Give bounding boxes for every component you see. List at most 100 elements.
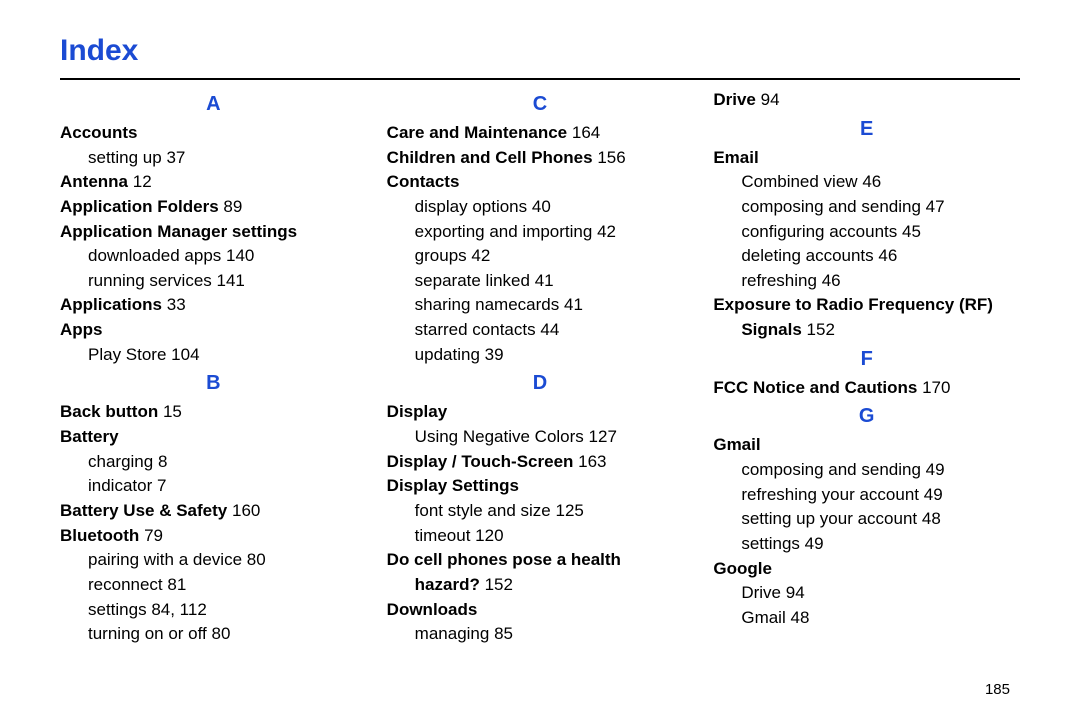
index-topic: Battery — [60, 425, 367, 450]
entry-text: groups — [415, 246, 467, 265]
index-subentry: settings 84, 112 — [60, 598, 367, 623]
entry-text: Back button — [60, 402, 158, 421]
entry-page: 46 — [862, 172, 881, 191]
entry-text: charging — [88, 452, 153, 471]
index-subentry: setting up 37 — [60, 146, 367, 171]
entry-page: 41 — [535, 271, 554, 290]
index-letter: G — [713, 402, 1020, 431]
entry-text: Downloads — [387, 600, 478, 619]
index-letter: A — [60, 90, 367, 119]
index-subentry: display options 40 — [387, 195, 694, 220]
entry-text: Accounts — [60, 123, 137, 142]
entry-text: display options — [415, 197, 527, 216]
entry-page: 41 — [564, 295, 583, 314]
index-subentry: groups 42 — [387, 244, 694, 269]
index-subentry: exporting and importing 42 — [387, 220, 694, 245]
entry-text: Application Manager settings — [60, 222, 297, 241]
entry-page: 48 — [922, 509, 941, 528]
entry-text: exporting and importing — [415, 222, 593, 241]
index-subentry: downloaded apps 140 — [60, 244, 367, 269]
entry-text: running services — [88, 271, 212, 290]
entry-text: separate linked — [415, 271, 530, 290]
index-subentry: refreshing 46 — [713, 269, 1020, 294]
entry-page: 160 — [232, 501, 260, 520]
entry-text: Antenna — [60, 172, 128, 191]
entry-text: sharing namecards — [415, 295, 560, 314]
index-subentry: pairing with a device 80 — [60, 548, 367, 573]
entry-text: refreshing — [741, 271, 817, 290]
entry-text: Email — [713, 148, 758, 167]
entry-page: 89 — [223, 197, 242, 216]
index-topic: Drive 94 — [713, 88, 1020, 113]
index-topic: Gmail — [713, 433, 1020, 458]
entry-text: Children and Cell Phones — [387, 148, 593, 167]
entry-page: 49 — [805, 534, 824, 553]
entry-page: 45 — [902, 222, 921, 241]
index-topic: Application Folders 89 — [60, 195, 367, 220]
index-subentry: indicator 7 — [60, 474, 367, 499]
entry-page: 80 — [247, 550, 266, 569]
entry-page: 94 — [786, 583, 805, 602]
index-col-3: Drive 94EEmailCombined view 46composing … — [713, 88, 1020, 647]
entry-page: 40 — [532, 197, 551, 216]
index-subentry: turning on or off 80 — [60, 622, 367, 647]
entry-page: 47 — [926, 197, 945, 216]
entry-page: 152 — [485, 575, 513, 594]
entry-page: 164 — [572, 123, 600, 142]
index-subentry: running services 141 — [60, 269, 367, 294]
entry-text: Gmail — [713, 435, 760, 454]
entry-page: 84, 112 — [151, 600, 206, 619]
index-letter: B — [60, 369, 367, 398]
entry-text: Display — [387, 402, 447, 421]
index-subentry: composing and sending 49 — [713, 458, 1020, 483]
entry-page: 125 — [555, 501, 583, 520]
index-col-2: CCare and Maintenance 164Children and Ce… — [387, 88, 694, 647]
entry-page: 152 — [807, 320, 835, 339]
index-topic: Display / Touch-Screen 163 — [387, 450, 694, 475]
entry-text: composing and sending — [741, 197, 921, 216]
entry-page: 39 — [485, 345, 504, 364]
index-columns: AAccountssetting up 37Antenna 12Applicat… — [60, 88, 1020, 647]
entry-text: setting up — [88, 148, 162, 167]
entry-text: FCC Notice and Cautions — [713, 378, 917, 397]
index-topic: Application Manager settings — [60, 220, 367, 245]
index-letter: D — [387, 369, 694, 398]
entry-text: Gmail — [741, 608, 785, 627]
entry-text: Care and Maintenance — [387, 123, 567, 142]
index-topic: Antenna 12 — [60, 170, 367, 195]
entry-page: 15 — [163, 402, 182, 421]
index-topic: Contacts — [387, 170, 694, 195]
entry-text: Google — [713, 559, 772, 578]
index-subentry: reconnect 81 — [60, 573, 367, 598]
entry-page: 46 — [822, 271, 841, 290]
entry-text: Drive — [713, 90, 756, 109]
entry-text: Display / Touch-Screen — [387, 452, 574, 471]
entry-text: Contacts — [387, 172, 460, 191]
index-subentry: font style and size 125 — [387, 499, 694, 524]
entry-page: 42 — [471, 246, 490, 265]
entry-page: 79 — [144, 526, 163, 545]
entry-page: 49 — [924, 485, 943, 504]
entry-page: 81 — [167, 575, 186, 594]
index-topic: Children and Cell Phones 156 — [387, 146, 694, 171]
entry-text: Battery — [60, 427, 119, 446]
entry-page: 104 — [171, 345, 199, 364]
index-topic: Bluetooth 79 — [60, 524, 367, 549]
index-subentry: timeout 120 — [387, 524, 694, 549]
index-subentry: composing and sending 47 — [713, 195, 1020, 220]
index-topic: Care and Maintenance 164 — [387, 121, 694, 146]
index-subentry: charging 8 — [60, 450, 367, 475]
entry-page: 37 — [166, 148, 185, 167]
entry-text: updating — [415, 345, 480, 364]
index-subentry: deleting accounts 46 — [713, 244, 1020, 269]
entry-text: reconnect — [88, 575, 163, 594]
index-topic: Exposure to Radio Frequency (RF) Signals… — [713, 293, 1020, 342]
entry-text: pairing with a device — [88, 550, 242, 569]
entry-text: settings — [88, 600, 147, 619]
entry-text: Application Folders — [60, 197, 219, 216]
index-topic: Email — [713, 146, 1020, 171]
entry-page: 94 — [761, 90, 780, 109]
entry-text: Drive — [741, 583, 781, 602]
index-subentry: sharing namecards 41 — [387, 293, 694, 318]
index-topic: Downloads — [387, 598, 694, 623]
